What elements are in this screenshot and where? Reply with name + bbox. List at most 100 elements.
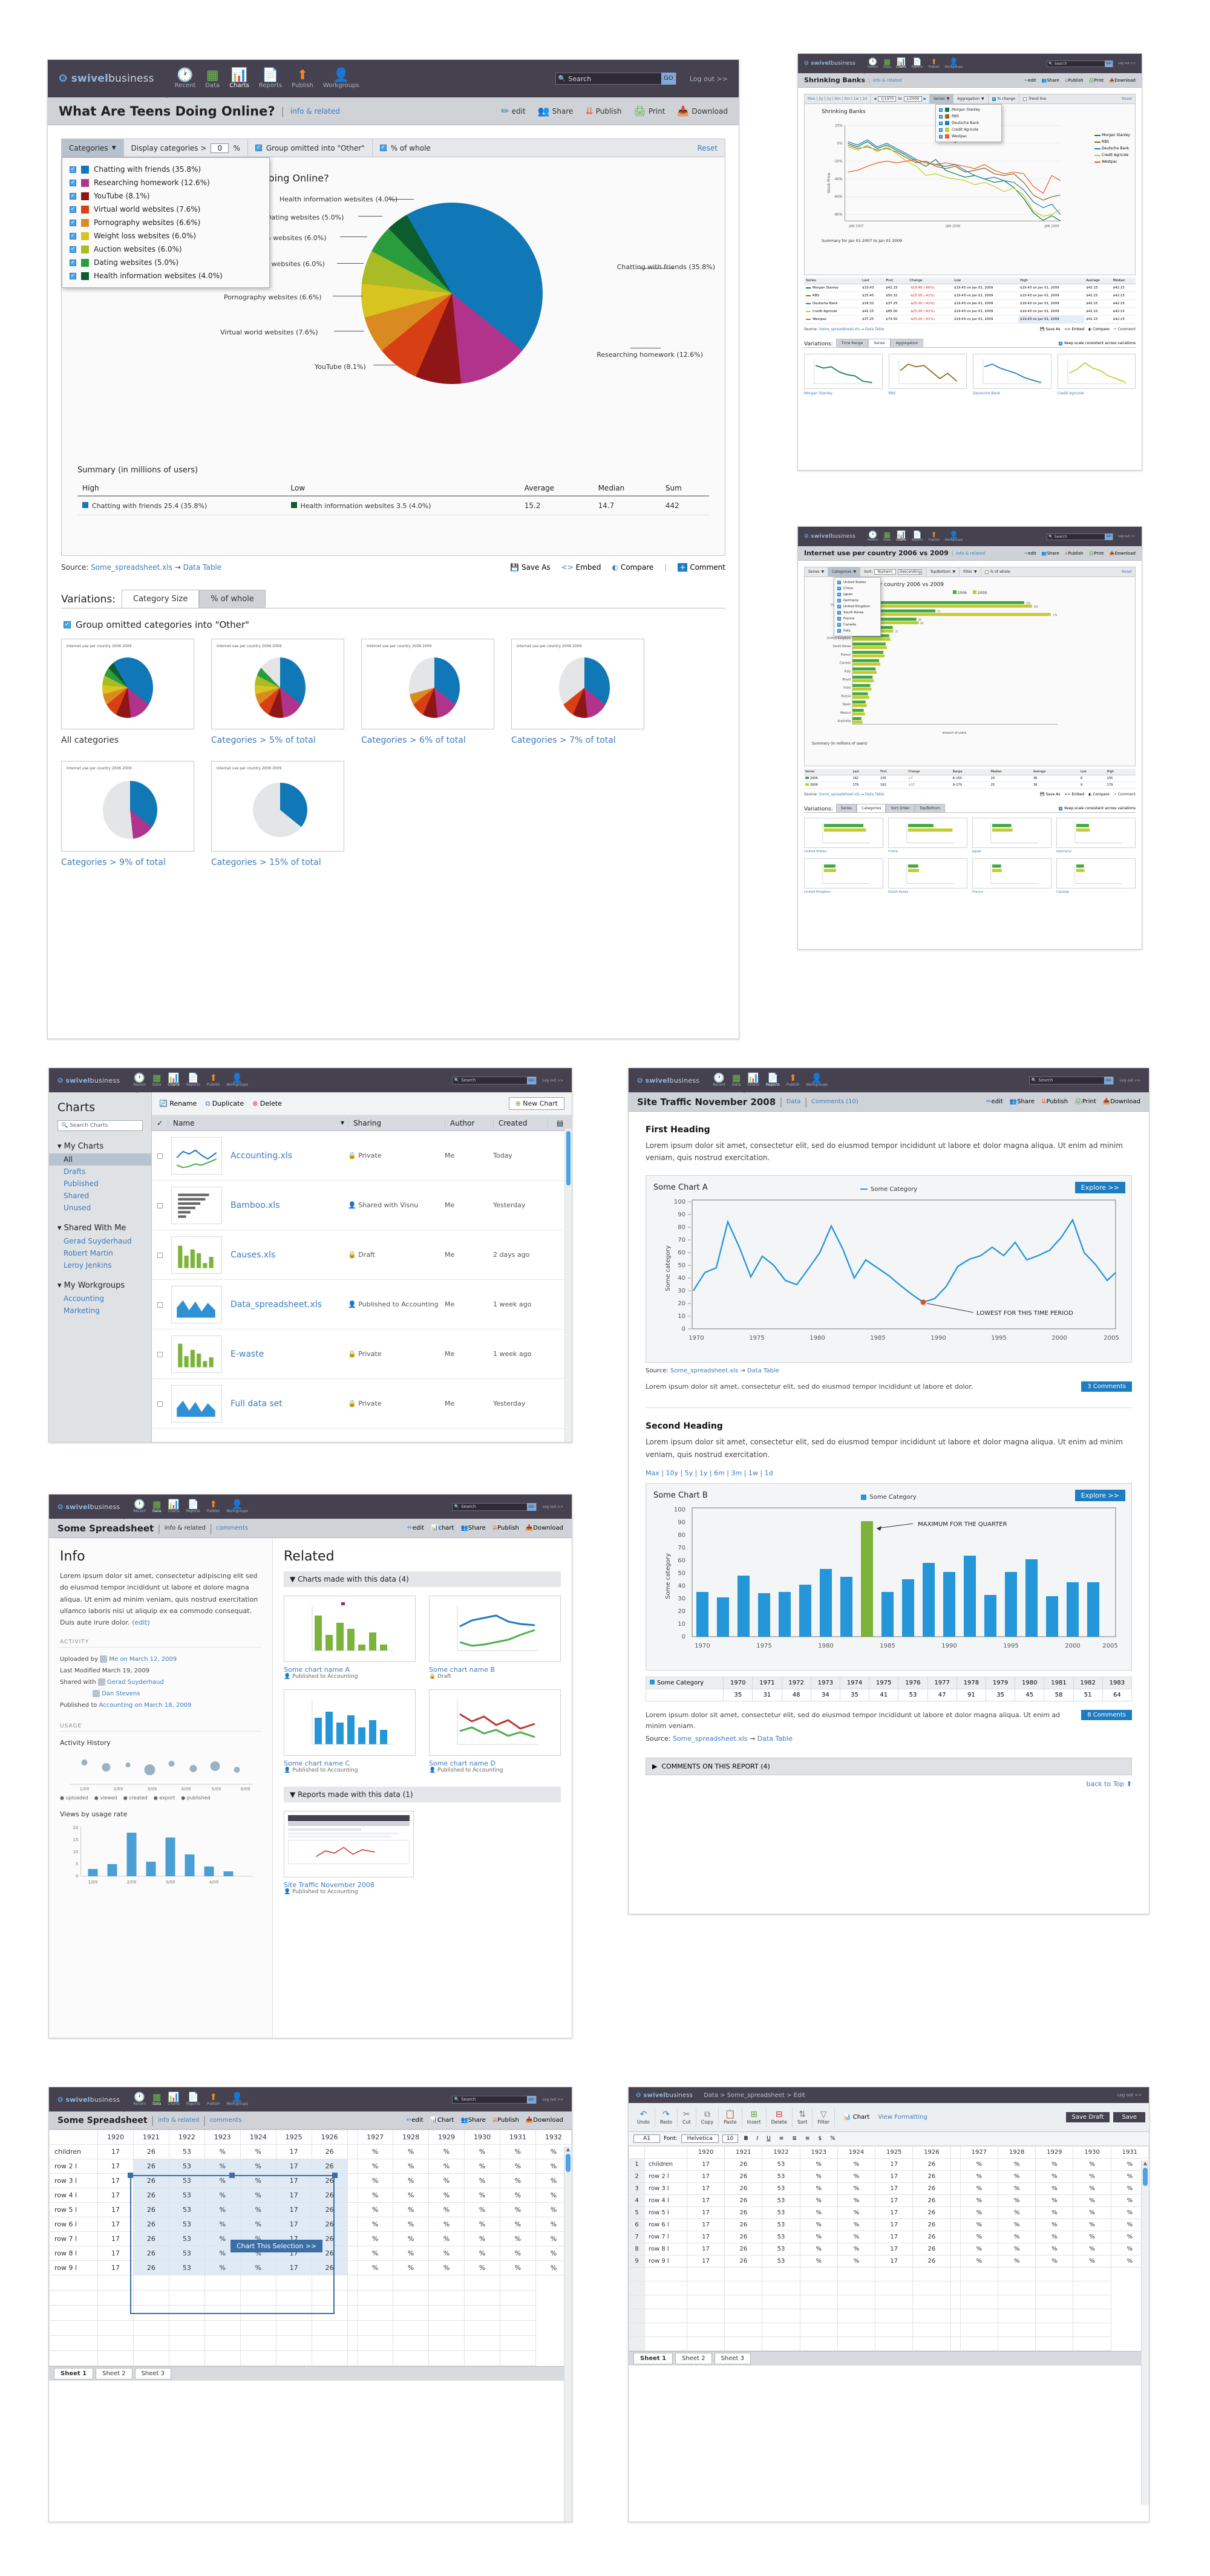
row-number[interactable] (629, 2281, 645, 2295)
nav-workgroups[interactable]: 👤 Workgroups (322, 67, 359, 89)
categories-dropdown[interactable]: Categories ▼ (62, 139, 124, 157)
related-chart-name[interactable]: Some chart name A (284, 1666, 350, 1674)
dropdown-item[interactable]: ✓ Germany (837, 599, 859, 602)
column-header[interactable]: 1927 (357, 2130, 394, 2145)
column-header[interactable]: 1930 (464, 2130, 500, 2145)
variation-card[interactable]: Deutsche Bank (973, 354, 1051, 396)
categories-dropdown[interactable]: Categories ▼ (828, 567, 861, 576)
checkbox-icon[interactable]: ✓ (992, 97, 996, 101)
checkbox-icon[interactable]: ✓ (837, 593, 841, 596)
info-related-link[interactable]: info & related (164, 1525, 206, 1531)
related-chart-item[interactable]: Some chart name C 👤 Published to Account… (284, 1689, 416, 1773)
search-input[interactable]: Search (1054, 61, 1067, 66)
table-row[interactable]: row 6 l 17 26 53%% 17 26%%%%%% (49, 2217, 572, 2232)
col-name[interactable]: Name (168, 1118, 341, 1127)
compare-button[interactable]: ◐ Compare (1088, 792, 1110, 797)
group-omitted-checkbox[interactable]: ✓ Group omitted into "Other" (248, 139, 373, 157)
column-header[interactable]: 1924 (240, 2130, 276, 2145)
search-box[interactable]: 🔍 Search GO (1047, 533, 1114, 540)
dropdown-item[interactable]: ✓ Virtual world websites (7.6%) (70, 205, 201, 214)
nav-recent[interactable]: 🕐 Recent (133, 2092, 146, 2107)
checkbox-icon[interactable]: ✓ (837, 581, 841, 584)
keep-scale-checkbox[interactable]: ✓ Keep scale consistent across variations (1059, 806, 1136, 810)
nav-charts[interactable]: 📊 Charts (896, 530, 906, 542)
chart-button[interactable]: 📊chart (431, 1525, 454, 1531)
column-header[interactable]: 1924 (837, 2146, 876, 2159)
chart-b-comments-button[interactable]: 8 Comments (1081, 1710, 1132, 1721)
nav-recent[interactable]: 🕐 Recent (133, 1072, 146, 1087)
ribbon-undo[interactable]: ↶ Undo (632, 2107, 655, 2127)
pie-chart[interactable]: Chatting with friends (35.8%) Researchin… (220, 195, 715, 457)
explore-button[interactable]: Explore >> (1074, 1181, 1125, 1193)
column-header[interactable]: 1920 (97, 2130, 134, 2145)
nav-workgroups[interactable]: 👤 Workgroups (806, 1072, 828, 1087)
variation-card[interactable]: RBS (888, 354, 967, 396)
related-chart-item[interactable]: Some chart name D 👤 Published to Account… (429, 1689, 561, 1773)
topbottom-dropdown[interactable]: Top/Bottom ▼ (926, 567, 960, 576)
sidebar-item-gerad[interactable]: Gerad Suyderhaud (64, 1237, 132, 1245)
app-logo[interactable]: ❻ swivelbusiness (804, 533, 856, 540)
publish-button[interactable]: ⇊Publish (585, 105, 622, 117)
publish-button[interactable]: ⇊Publish (492, 1525, 519, 1531)
search-input[interactable]: Search (1038, 1078, 1053, 1083)
sort-controls[interactable]: Sort: Numeric Descending (860, 567, 927, 576)
nav-data[interactable]: ▦ Data (152, 1072, 162, 1087)
select-all-checkbox[interactable]: ✓ (156, 1118, 163, 1127)
source-file-link[interactable]: Some_spreadsheet.xls (91, 563, 172, 572)
delete-button[interactable]: ⊗ Delete (252, 1100, 282, 1107)
table-row[interactable]: 5 row 5 l 17 26 53%% 17 26%%%%% (629, 2206, 1149, 2219)
related-report-name[interactable]: Site Traffic November 2008 (284, 1881, 374, 1889)
currency-button[interactable]: $ (818, 2136, 822, 2142)
checkbox-icon[interactable]: ✓ (70, 192, 76, 200)
uploaded-by-value[interactable]: Me on March 12, 2009 (109, 1656, 177, 1663)
download-button[interactable]: 📥Download (525, 2117, 563, 2124)
checkbox-icon[interactable]: ✓ (64, 621, 71, 628)
source-file-link[interactable]: Some_spreadsheet.xls (670, 1367, 739, 1374)
comments-link[interactable]: Comments (10) (811, 1098, 858, 1105)
nav-workgroups[interactable]: 👤 Workgroups (944, 530, 963, 542)
table-row[interactable] (629, 2281, 1149, 2295)
underline-button[interactable]: U (767, 2136, 771, 2142)
nav-charts[interactable]: 📊 Charts (229, 67, 249, 89)
align-right-button[interactable]: ≡ (805, 2136, 810, 2142)
share-button[interactable]: 👥Share (537, 105, 574, 117)
column-header[interactable]: 1926 (311, 2130, 348, 2145)
row-number[interactable]: 8 (629, 2243, 645, 2255)
checkbox-icon[interactable]: ✓ (939, 128, 943, 132)
comment-button[interactable]: + Comment (1113, 327, 1136, 331)
row-number[interactable] (629, 2309, 645, 2323)
app-logo[interactable]: ❻ swivelbusiness (637, 1076, 700, 1084)
view-toggle-icon[interactable]: ▤ (548, 1118, 572, 1127)
table-row[interactable]: row 8 l 17 26 53%% 17 26%%%%%% (49, 2246, 572, 2261)
italic-button[interactable]: I (756, 2136, 759, 2142)
column-header[interactable]: 1929 (428, 2130, 465, 2145)
nav-reports[interactable]: 📄 Reports (258, 67, 283, 89)
logout-link[interactable]: Log out >> (1117, 2093, 1142, 2098)
search-input[interactable]: Search (461, 2097, 476, 2102)
source-table-link[interactable]: Data Table (747, 1367, 779, 1374)
save-as-button[interactable]: 💾 Save As (1040, 792, 1061, 797)
row-number[interactable] (629, 2323, 645, 2337)
table-row[interactable]: children 17 26 53%% 17 26%%%%%% (49, 2144, 572, 2159)
dropdown-item[interactable]: ✓ Chatting with friends (35.8%) (70, 165, 201, 174)
table-row[interactable] (49, 2305, 572, 2321)
line-chart-svg[interactable]: 20% 0% -20% -40% -60% -80% Stock Price JAN 2… (822, 120, 1064, 235)
checkbox-icon[interactable]: ✓ (70, 259, 76, 266)
nav-data[interactable]: ▦ Data (152, 1499, 162, 1514)
nav-publish[interactable]: ⬆ Publish (786, 1072, 800, 1087)
checkbox-icon[interactable]: ✓ (255, 145, 262, 151)
nav-reports[interactable]: 📄 Reports (186, 1072, 200, 1087)
source-table-link[interactable]: Data Table (865, 327, 885, 331)
checkbox-icon[interactable]: ✓ (379, 145, 387, 151)
align-center-button[interactable]: ≣ (792, 2136, 797, 2142)
table-row[interactable] (629, 2309, 1149, 2323)
row-number[interactable]: 5 (629, 2206, 645, 2219)
aggregation-dropdown[interactable]: Aggregation ▼ (953, 94, 989, 103)
variation-card[interactable]: China (888, 818, 967, 853)
cell-reference-box[interactable]: A1 (633, 2134, 660, 2143)
search-input[interactable]: Search (461, 1504, 476, 1509)
search-go-button[interactable]: GO (661, 73, 676, 85)
collapse-icon[interactable]: ▼ (290, 1790, 296, 1799)
compare-button[interactable]: ◐ Compare (612, 563, 654, 572)
